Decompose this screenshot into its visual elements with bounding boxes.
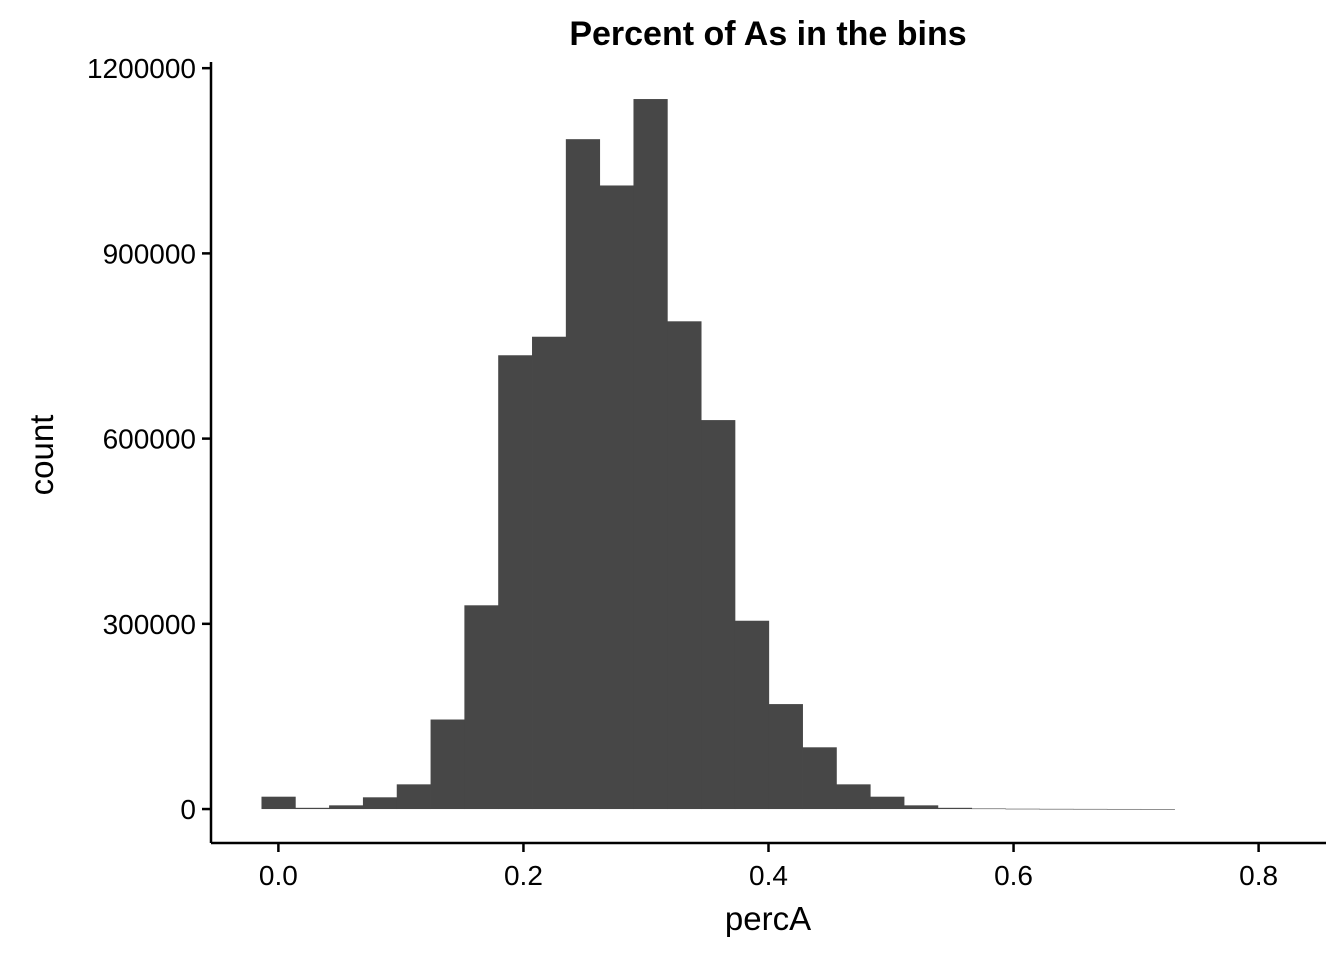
histogram-bar-9 bbox=[565, 139, 601, 810]
histogram-bar-18 bbox=[870, 796, 905, 810]
histogram-bar-15 bbox=[768, 704, 803, 810]
x-tick-label: 0.0 bbox=[259, 860, 298, 891]
histogram-bar-25 bbox=[1106, 808, 1142, 810]
y-tick-label: 1200000 bbox=[87, 53, 196, 84]
histogram-bar-12 bbox=[667, 321, 702, 810]
histogram-bar-7 bbox=[498, 355, 533, 810]
x-tick-label: 0.8 bbox=[1239, 860, 1278, 891]
histogram-bar-3 bbox=[362, 797, 398, 810]
histogram-bar-17 bbox=[836, 784, 871, 810]
histogram-bar-20 bbox=[937, 807, 973, 810]
histogram-bar-1 bbox=[295, 807, 330, 810]
histogram-bar-22 bbox=[1005, 808, 1040, 810]
y-tick-label: 300000 bbox=[103, 609, 196, 640]
y-tick-label: 900000 bbox=[103, 238, 196, 269]
histogram-bar-26 bbox=[1140, 809, 1175, 810]
histogram-bar-21 bbox=[971, 808, 1006, 810]
histogram-bar-5 bbox=[430, 719, 465, 810]
histogram-bars bbox=[261, 99, 1175, 810]
histogram-bar-2 bbox=[329, 805, 364, 810]
histogram-bar-6 bbox=[464, 605, 499, 810]
x-axis-ticks: 0.0 0.2 0.4 0.6 0.8 bbox=[259, 843, 1278, 891]
y-axis-label: count bbox=[23, 415, 60, 496]
histogram-bar-8 bbox=[532, 336, 567, 810]
histogram-bar-16 bbox=[802, 747, 837, 810]
x-tick-label: 0.6 bbox=[994, 860, 1033, 891]
histogram-bar-14 bbox=[734, 620, 770, 810]
histogram-bar-23 bbox=[1039, 808, 1074, 810]
histogram-bar-19 bbox=[904, 805, 939, 810]
histogram-bar-24 bbox=[1073, 808, 1108, 810]
y-axis-ticks: 0 300000 600000 900000 1200000 bbox=[87, 53, 211, 825]
histogram-bar-13 bbox=[701, 420, 736, 810]
y-tick-label: 0 bbox=[180, 794, 196, 825]
chart-title: Percent of As in the bins bbox=[569, 15, 966, 53]
x-axis-label: percA bbox=[725, 900, 811, 937]
x-tick-label: 0.4 bbox=[749, 860, 788, 891]
y-tick-label: 600000 bbox=[103, 424, 196, 455]
histogram-bar-4 bbox=[396, 784, 431, 810]
histogram-bar-0 bbox=[261, 796, 296, 810]
x-tick-label: 0.2 bbox=[504, 860, 543, 891]
histogram-bar-10 bbox=[599, 185, 634, 810]
histogram-bar-11 bbox=[633, 99, 668, 810]
